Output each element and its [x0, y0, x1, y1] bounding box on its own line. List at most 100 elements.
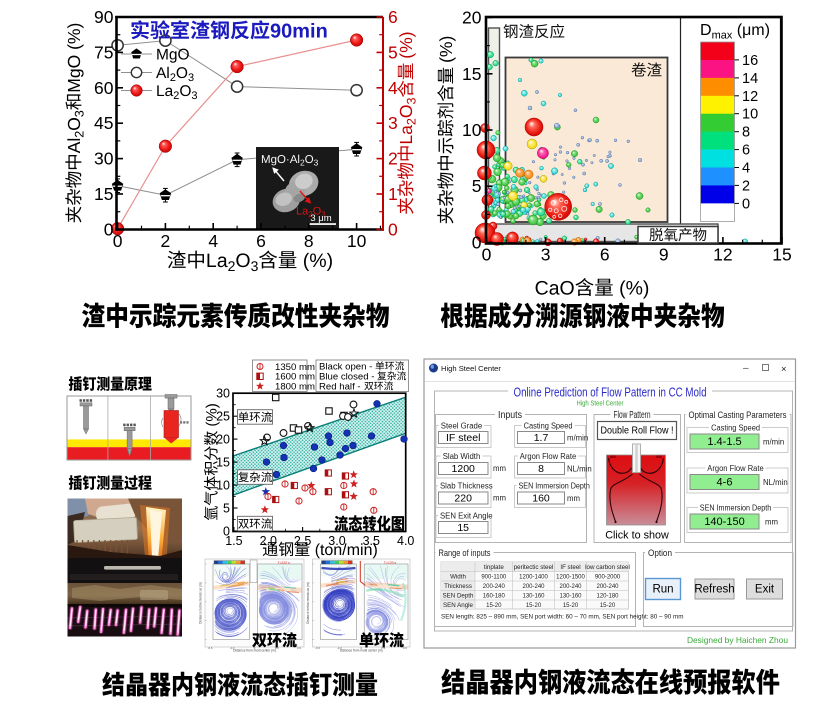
svg-text:1.7: 1.7	[534, 432, 549, 444]
svg-text:SEN Exit Angle: SEN Exit Angle	[440, 512, 493, 521]
svg-text:-0.6: -0.6	[208, 646, 213, 650]
svg-text:15: 15	[462, 64, 481, 84]
svg-text:Designed by Haichen Zhou: Designed by Haichen Zhou	[687, 635, 788, 645]
svg-text:90: 90	[94, 7, 114, 27]
svg-text:mm: mm	[567, 494, 580, 503]
svg-text:0.3: 0.3	[381, 646, 385, 650]
svg-text:30: 30	[216, 387, 230, 401]
svg-text:8: 8	[742, 125, 750, 141]
svg-text:130-160: 130-160	[559, 593, 582, 599]
svg-text:mm: mm	[493, 464, 506, 473]
svg-text:200-240: 200-240	[596, 584, 619, 590]
svg-text:60: 60	[94, 78, 114, 98]
svg-text:15-20: 15-20	[563, 603, 579, 609]
svg-text:m/min: m/min	[567, 433, 588, 442]
svg-text:0: 0	[223, 525, 230, 539]
svg-text:Distance from mold center (m): Distance from mold center (m)	[340, 649, 383, 653]
svg-text:-0.6: -0.6	[315, 646, 320, 650]
svg-text:SEN Immersion Depth: SEN Immersion Depth	[700, 504, 771, 513]
svg-text:10: 10	[216, 479, 230, 493]
svg-text:Online Prediction of Flow Patt: Online Prediction of Flow Pattern in CC …	[514, 386, 707, 400]
svg-text:Distance below meniscus (m): Distance below meniscus (m)	[306, 582, 310, 624]
svg-text:Argon Flow Rate: Argon Flow Rate	[707, 464, 764, 473]
svg-text:Refresh: Refresh	[694, 584, 734, 596]
svg-text:1200-1400: 1200-1400	[519, 574, 548, 580]
svg-text:High Steel Center: High Steel Center	[441, 364, 501, 373]
svg-text:Run: Run	[652, 584, 673, 596]
svg-text:6: 6	[742, 143, 750, 159]
svg-text:200-240: 200-240	[522, 584, 545, 590]
svg-text:1200-1500: 1200-1500	[556, 574, 585, 580]
svg-text:5: 5	[388, 42, 398, 62]
svg-text:4: 4	[388, 78, 398, 98]
svg-text:140-150: 140-150	[704, 516, 744, 528]
svg-text:IF steel: IF steel	[446, 432, 480, 444]
svg-text:High Steel Center: High Steel Center	[577, 399, 625, 408]
svg-text:900-2000: 900-2000	[595, 574, 621, 580]
svg-text:0: 0	[742, 196, 750, 212]
svg-text:T=120 s: T=120 s	[278, 561, 291, 565]
svg-text:900-1100: 900-1100	[481, 574, 507, 580]
svg-text:10: 10	[347, 231, 367, 251]
svg-text:15: 15	[772, 245, 791, 265]
svg-text:0: 0	[482, 245, 492, 265]
svg-text:2: 2	[742, 178, 750, 194]
svg-text:Casting Speed: Casting Speed	[711, 424, 760, 433]
svg-text:8: 8	[538, 463, 544, 475]
svg-text:6: 6	[600, 245, 610, 265]
svg-text:Red half -: Red half -	[319, 382, 361, 393]
svg-text:Width: Width	[450, 573, 466, 580]
svg-text:15-20: 15-20	[600, 603, 616, 609]
svg-text:45: 45	[94, 113, 113, 133]
svg-text:3: 3	[388, 113, 398, 133]
svg-text:low carbon steel: low carbon steel	[585, 564, 630, 571]
svg-text:130-160: 130-160	[522, 593, 545, 599]
svg-text:Optimal Casting Parameters: Optimal Casting Parameters	[689, 410, 787, 420]
svg-text:Thickness: Thickness	[444, 583, 472, 590]
svg-text:Argon Flow Rate: Argon Flow Rate	[520, 452, 577, 461]
svg-text:SEN Depth: SEN Depth	[443, 592, 475, 599]
svg-text:0: 0	[254, 646, 256, 650]
svg-text:14: 14	[742, 71, 758, 87]
svg-text:6: 6	[256, 231, 266, 251]
svg-text:Distance from mold center (m): Distance from mold center (m)	[233, 649, 276, 653]
svg-text:15-20: 15-20	[486, 603, 502, 609]
svg-text:–: –	[743, 363, 749, 374]
svg-text:1: 1	[388, 184, 398, 204]
svg-text:SEN Immersion Depth: SEN Immersion Depth	[519, 482, 590, 491]
svg-text:-0.3: -0.3	[230, 646, 235, 650]
svg-text:15: 15	[457, 522, 469, 534]
svg-text:0: 0	[472, 233, 482, 253]
svg-text:120-180: 120-180	[596, 593, 619, 599]
svg-text:T=120 s: T=120 s	[384, 561, 397, 565]
svg-text:Flow Pattern: Flow Pattern	[614, 410, 651, 421]
svg-text:12: 12	[742, 89, 758, 105]
svg-text:20: 20	[462, 8, 482, 28]
svg-text:SEN length: 825 – 890 mm, SEN: SEN length: 825 – 890 mm, SEN port width…	[441, 614, 684, 621]
svg-text:9: 9	[659, 245, 669, 265]
svg-text:30: 30	[94, 149, 114, 169]
svg-text:Slab Width: Slab Width	[443, 452, 481, 461]
svg-text:m/min: m/min	[763, 437, 784, 446]
svg-text:Inputs: Inputs	[498, 410, 522, 421]
svg-text:25: 25	[216, 410, 230, 424]
svg-text:NL/min: NL/min	[763, 478, 788, 487]
svg-text:Double Roll Flow !: Double Roll Flow !	[601, 426, 674, 437]
svg-text:1800 mm: 1800 mm	[275, 382, 315, 393]
svg-text:Distance below meniscus (m): Distance below meniscus (m)	[199, 582, 203, 624]
svg-text:3 μm: 3 μm	[310, 213, 331, 224]
svg-text:3.5: 3.5	[363, 534, 380, 548]
svg-text:220: 220	[454, 493, 472, 505]
svg-text:Black open -: Black open -	[319, 362, 372, 373]
svg-text:×: ×	[781, 364, 787, 375]
svg-text:mm: mm	[765, 517, 778, 526]
svg-text:8: 8	[304, 231, 314, 251]
svg-text:Exit: Exit	[755, 584, 775, 596]
svg-text:NL/min: NL/min	[567, 464, 592, 473]
svg-text:Steel Grade: Steel Grade	[441, 422, 483, 431]
svg-text:1350 mm: 1350 mm	[275, 362, 315, 373]
svg-text:Range of inputs: Range of inputs	[439, 548, 491, 559]
svg-text:SEN Angle: SEN Angle	[443, 602, 473, 609]
svg-text:2: 2	[161, 231, 171, 251]
svg-text:Casting Speed: Casting Speed	[524, 422, 573, 431]
